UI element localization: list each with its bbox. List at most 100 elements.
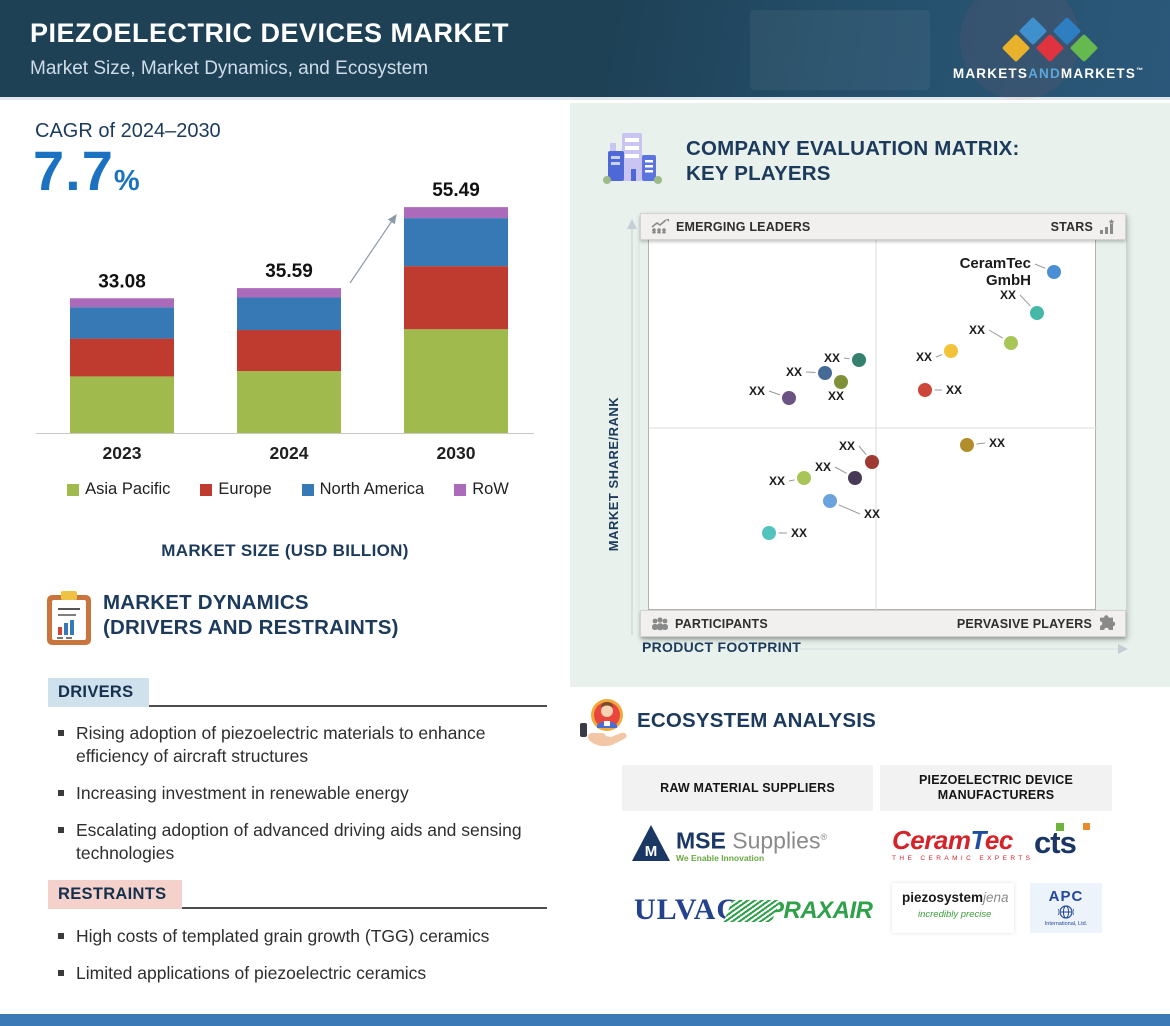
y-axis-arrow [627, 219, 637, 635]
matrix-point-label: XX [828, 389, 844, 403]
apc-globe-icon [1058, 904, 1074, 919]
legend-item: Europe [200, 480, 272, 499]
legend-item: North America [301, 480, 424, 499]
restraints-header: RESTRAINTS [48, 880, 547, 909]
list-item: Limited applications of piezoelectric ce… [56, 962, 550, 985]
people-icon [652, 616, 668, 630]
apc-international-logo: APC International, Ltd. [1030, 883, 1102, 933]
matrix-plot: CeramTec GmbH XX XX XX XX XX XX XX XX XX XX XX XX XX XX [648, 240, 1097, 610]
quadrant-bottom-left-label: PARTICIPANTS [675, 616, 768, 631]
bullet-square-icon [58, 970, 64, 976]
chart-legend: Asia Pacific Europe North America RoW [30, 480, 546, 499]
column-device-manufacturers: PIEZOELECTRIC DEVICE MANUFACTURERS [880, 765, 1112, 811]
matrix-y-axis-label: MARKET SHARE/RANK [606, 396, 621, 552]
cts-logo: cts [1034, 823, 1092, 865]
column-raw-material-suppliers: RAW MATERIAL SUPPLIERS [622, 765, 873, 811]
list-item: High costs of templated grain growth (TG… [56, 925, 550, 948]
legend-swatch [301, 483, 314, 496]
matrix-point [762, 526, 776, 540]
matrix-point-label: XX [969, 323, 985, 337]
logo-wordmark: MARKETSANDMARKETS™ [952, 66, 1144, 81]
drivers-list: Rising adoption of piezoelectric materia… [56, 722, 550, 879]
praxair-flag-icon [723, 900, 781, 922]
matrix-point [918, 383, 932, 397]
cts-orange-square [1083, 823, 1090, 830]
cagr-value: 7.7% [33, 139, 141, 202]
matrix-point [848, 471, 862, 485]
matrix-point-label: XX [815, 460, 831, 474]
header: PIEZOELECTRIC DEVICES MARKET Market Size… [0, 0, 1170, 100]
svg-text:2023: 2023 [103, 443, 142, 463]
legend-swatch [454, 483, 467, 496]
matrix-title: COMPANY EVALUATION MATRIX: KEY PLAYERS [686, 137, 1020, 185]
mse-triangle-icon: M [632, 825, 670, 861]
bullet-square-icon [58, 730, 64, 736]
bullet-square-icon [58, 827, 64, 833]
matrix-point [1004, 336, 1018, 350]
legend-swatch [200, 483, 213, 496]
matrix-point-label: XX [989, 436, 1005, 450]
legend-item: Asia Pacific [67, 480, 170, 499]
legend-item: RoW [454, 480, 509, 499]
list-item: Escalating adoption of advanced driving … [56, 819, 550, 865]
drivers-header: DRIVERS [48, 678, 547, 707]
matrix-point-label: XX [1000, 288, 1016, 302]
mse-supplies-logo: M MSE Supplies® We Enable Innovation [632, 825, 827, 863]
growth-people-icon [651, 219, 669, 234]
matrix-point [797, 471, 811, 485]
matrix-point-label: XX [839, 439, 855, 453]
cagr-label: CAGR of 2024–2030 [35, 120, 221, 142]
puzzle-icon [1100, 615, 1115, 630]
list-item: Increasing investment in renewable energ… [56, 782, 550, 805]
marketsandmarkets-logo: MARKETSANDMARKETS™ [940, 6, 1156, 94]
footer-bar [0, 1014, 1170, 1026]
matrix-block: EMERGING LEADERS STARS CeramTec GmbH XX XX X… [640, 213, 1126, 637]
market-dynamics-title: MARKET DYNAMICS (DRIVERS AND RESTRAINTS) [103, 591, 399, 639]
restraints-tag: RESTRAINTS [48, 880, 183, 909]
ceramtec-logo: CeramTec THE CERAMIC EXPERTS [892, 825, 1034, 862]
matrix-point [960, 438, 974, 452]
matrix-point-label-named: CeramTec GmbH [960, 255, 1031, 289]
bullet-square-icon [58, 790, 64, 796]
matrix-point [818, 366, 832, 380]
market-size-bar-chart: 33.08 2023 35.59 2024 55.49 2030 [30, 171, 540, 471]
matrix-point-label: XX [791, 526, 807, 540]
ecosystem-section: ECOSYSTEM ANALYSIS RAW MATERIAL SUPPLIER… [570, 687, 1170, 1014]
matrix-point [782, 391, 796, 405]
matrix-point-label: XX [749, 384, 765, 398]
svg-text:33.08: 33.08 [98, 271, 146, 292]
svg-text:2024: 2024 [270, 443, 309, 463]
buildings-icon [598, 125, 662, 194]
company-evaluation-panel: COMPANY EVALUATION MATRIX: KEY PLAYERS M… [570, 103, 1170, 687]
matrix-point [944, 344, 958, 358]
matrix-point [823, 494, 837, 508]
quadrant-top-left-label: EMERGING LEADERS [676, 219, 811, 234]
matrix-point-label: XX [864, 507, 880, 521]
svg-text:M: M [645, 843, 658, 860]
matrix-bottom-strip: PARTICIPANTS PERVASIVE PLAYERS [640, 610, 1126, 637]
matrix-point [834, 375, 848, 389]
ulvac-logo: ULVAC [634, 893, 740, 926]
matrix-x-axis-label: PRODUCT FOOTPRINT [642, 639, 802, 655]
quadrant-top-right-label: STARS [1050, 219, 1093, 234]
matrix-point [1047, 265, 1061, 279]
star-chart-icon [1100, 218, 1115, 234]
svg-text:35.59: 35.59 [265, 261, 313, 282]
logo-diamonds-icon [968, 10, 1128, 63]
restraints-list: High costs of templated grain growth (TG… [56, 925, 550, 999]
ecosystem-icon [578, 695, 632, 758]
svg-text:2030: 2030 [437, 443, 476, 463]
matrix-point-label: XX [946, 383, 962, 397]
matrix-point-label: XX [916, 350, 932, 364]
matrix-point [1030, 306, 1044, 320]
praxair-logo: PRAXAIR [723, 897, 873, 925]
page-subtitle: Market Size, Market Dynamics, and Ecosys… [30, 58, 429, 79]
matrix-point [852, 353, 866, 367]
matrix-point-label: XX [786, 365, 802, 379]
header-decoration [750, 10, 930, 90]
quadrant-bottom-right-label: PERVASIVE PLAYERS [956, 616, 1092, 631]
piezosystemjena-logo: piezosystemjena incredibly precise [892, 883, 1014, 933]
svg-text:55.49: 55.49 [432, 180, 480, 201]
matrix-point-label: XX [824, 351, 840, 365]
